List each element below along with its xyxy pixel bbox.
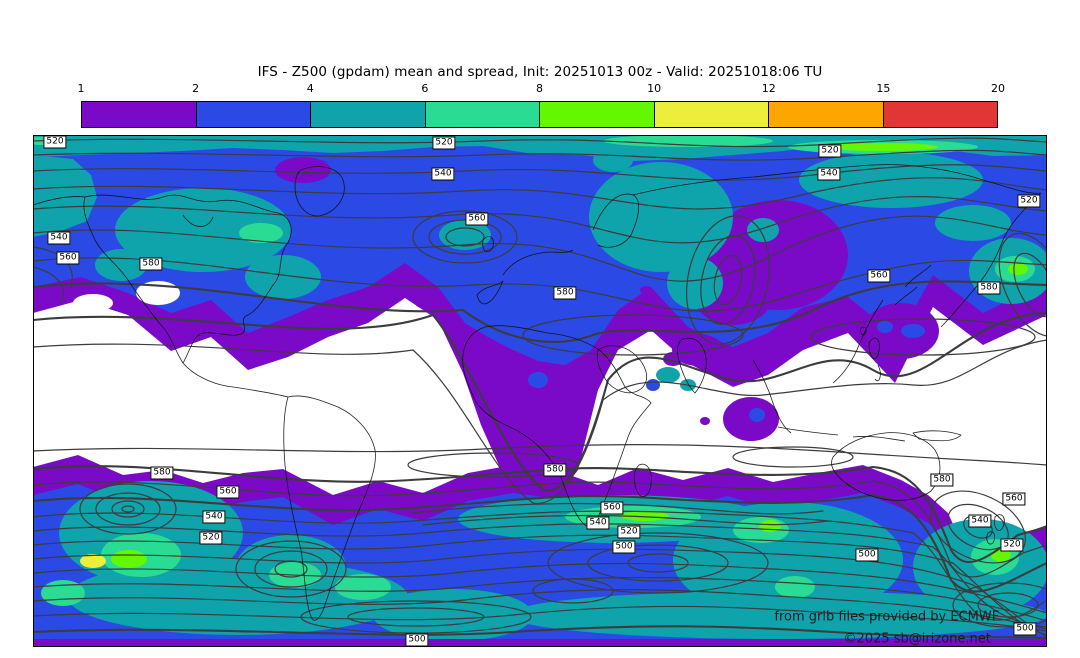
map-border (33, 135, 1047, 647)
contour-label: 560 (216, 485, 240, 499)
contour-label: 520 (617, 525, 641, 539)
contour-label: 560 (1002, 492, 1026, 506)
attribution-line1: from grib files provided by ECMWF (774, 609, 1000, 625)
contour-label: 580 (977, 281, 1001, 295)
colorbar-ticks: 1 2 4 6 8 10 12 15 20 (77, 82, 1006, 96)
colorbar-segment-8-10 (539, 102, 654, 127)
contour-label: 520 (199, 531, 223, 545)
contour-label: 540 (47, 231, 71, 245)
colorbar-bar (81, 101, 998, 128)
map-canvas (33, 135, 1047, 647)
colorbar-segment-4-6 (310, 102, 425, 127)
colorbar-segment-12-15 (768, 102, 883, 127)
contour-label: 520 (432, 136, 456, 150)
colorbar-segment-1-2 (82, 102, 196, 127)
colorbar-segment-6-8 (424, 102, 539, 127)
contour-label: 560 (56, 251, 80, 265)
contour-label: 580 (150, 466, 174, 480)
contour-label: 540 (586, 516, 610, 530)
contour-label: 520 (1017, 194, 1041, 208)
colorbar-segment-10-12 (653, 102, 768, 127)
contour-label: 540 (202, 510, 226, 524)
contour-label: 560 (465, 212, 489, 226)
colorbar-tick: 2 (192, 82, 200, 95)
contour-label: 540 (431, 167, 455, 181)
colorbar-segment-2-4 (195, 102, 310, 127)
contour-label: 500 (855, 548, 879, 562)
colorbar-tick: 15 (876, 82, 891, 95)
contour-label: 580 (553, 286, 577, 300)
contour-label: 500 (1013, 622, 1037, 636)
attribution-line2: ©2025 sb@irizone.net (843, 631, 991, 647)
colorbar-tick: 20 (991, 82, 1005, 95)
map: 520 520 520 540 540 540 560 580 560 580 520 560 580 5… (33, 135, 1047, 647)
page-title: IFS - Z500 (gpdam) mean and spread, Init… (257, 64, 823, 80)
colorbar-tick: 6 (421, 82, 429, 95)
colorbar-tick: 8 (536, 82, 543, 95)
contour-label: 580 (543, 463, 567, 477)
contour-label: 560 (867, 269, 891, 283)
contour-label: 540 (817, 167, 841, 181)
contour-label: 500 (405, 633, 429, 647)
coastline-layer (33, 164, 1042, 621)
contour-label: 520 (1000, 538, 1024, 552)
contour-label: 520 (818, 144, 842, 158)
contour-label: 580 (930, 473, 954, 487)
colorbar-tick: 4 (306, 82, 314, 95)
colorbar-tick: 10 (647, 82, 662, 95)
colorbar-tick: 12 (761, 82, 776, 95)
contour-label: 540 (968, 514, 992, 528)
contour-label: 520 (43, 135, 67, 149)
mean-contour-layer (33, 137, 1047, 640)
spread-fill-layer-tropics (415, 286, 939, 441)
colorbar-tick: 1 (77, 82, 85, 95)
contour-label: 560 (600, 501, 624, 515)
contour-label: 580 (139, 257, 163, 271)
contour-label: 500 (612, 540, 636, 554)
colorbar-segment-15-20 (882, 102, 997, 127)
